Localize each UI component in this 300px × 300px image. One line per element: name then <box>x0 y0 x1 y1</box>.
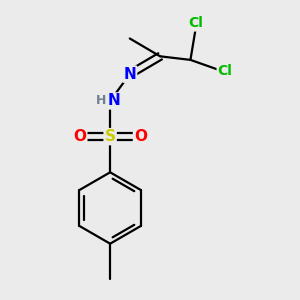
Text: Cl: Cl <box>188 16 203 31</box>
Text: S: S <box>105 129 116 144</box>
Text: Cl: Cl <box>218 64 232 78</box>
Text: N: N <box>108 93 121 108</box>
Text: O: O <box>73 129 86 144</box>
Text: N: N <box>123 67 136 82</box>
Text: O: O <box>134 129 147 144</box>
Text: H: H <box>96 94 106 107</box>
